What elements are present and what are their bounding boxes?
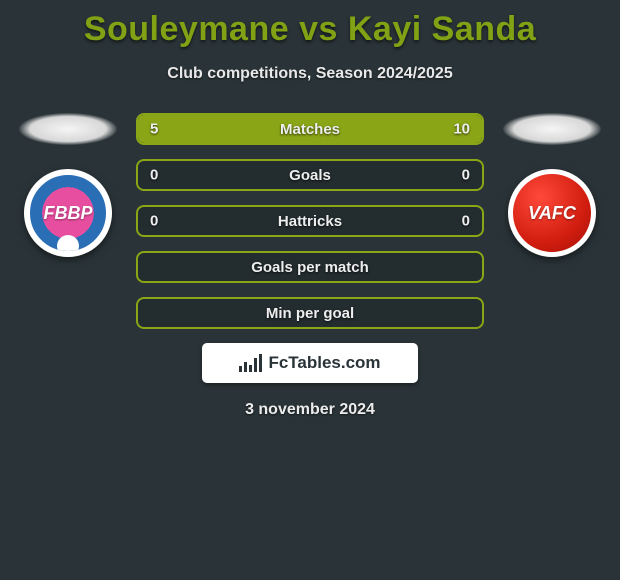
- left-club-badge[interactable]: FBBP: [24, 169, 112, 257]
- brand-bar: [254, 358, 257, 372]
- stat-value-right: 0: [462, 167, 470, 184]
- page-title: Souleymane vs Kayi Sanda: [0, 0, 620, 49]
- brand-text: FcTables.com: [268, 353, 380, 373]
- right-flag-icon: [503, 113, 601, 145]
- left-club-badge-text: FBBP: [44, 203, 93, 224]
- stat-value-left: 0: [150, 167, 158, 184]
- stat-value-left: 5: [150, 121, 158, 138]
- left-flag-icon: [19, 113, 117, 145]
- stat-value-right: 10: [453, 121, 470, 138]
- brand-bar: [244, 362, 247, 372]
- stat-bar: 0 0 Hattricks: [136, 205, 484, 237]
- stat-label: Hattricks: [278, 213, 342, 230]
- brand-badge[interactable]: FcTables.com: [202, 343, 418, 383]
- brand-chart-icon: [239, 354, 262, 372]
- right-side: VAFC: [492, 113, 612, 257]
- right-club-badge[interactable]: VAFC: [508, 169, 596, 257]
- stat-value-right: 0: [462, 213, 470, 230]
- comparison-panel: FBBP 5 10 Matches 0 0 Goals 0 0 Hattricks Goals p…: [0, 113, 620, 329]
- stat-bar: Min per goal: [136, 297, 484, 329]
- stat-bar: 0 0 Goals: [136, 159, 484, 191]
- stats-bars: 5 10 Matches 0 0 Goals 0 0 Hattricks Goals per ma…: [136, 113, 484, 329]
- stat-label: Goals: [289, 167, 331, 184]
- stat-label: Min per goal: [266, 305, 354, 322]
- brand-bar: [249, 365, 252, 372]
- left-side: FBBP: [8, 113, 128, 257]
- brand-bar: [239, 366, 242, 372]
- stat-value-left: 0: [150, 213, 158, 230]
- stat-label: Matches: [280, 121, 340, 138]
- stat-bar: Goals per match: [136, 251, 484, 283]
- subtitle: Club competitions, Season 2024/2025: [0, 65, 620, 83]
- stat-label: Goals per match: [251, 259, 369, 276]
- brand-bar: [259, 354, 262, 372]
- update-date: 3 november 2024: [0, 401, 620, 419]
- right-club-badge-text: VAFC: [528, 203, 576, 224]
- stat-bar: 5 10 Matches: [136, 113, 484, 145]
